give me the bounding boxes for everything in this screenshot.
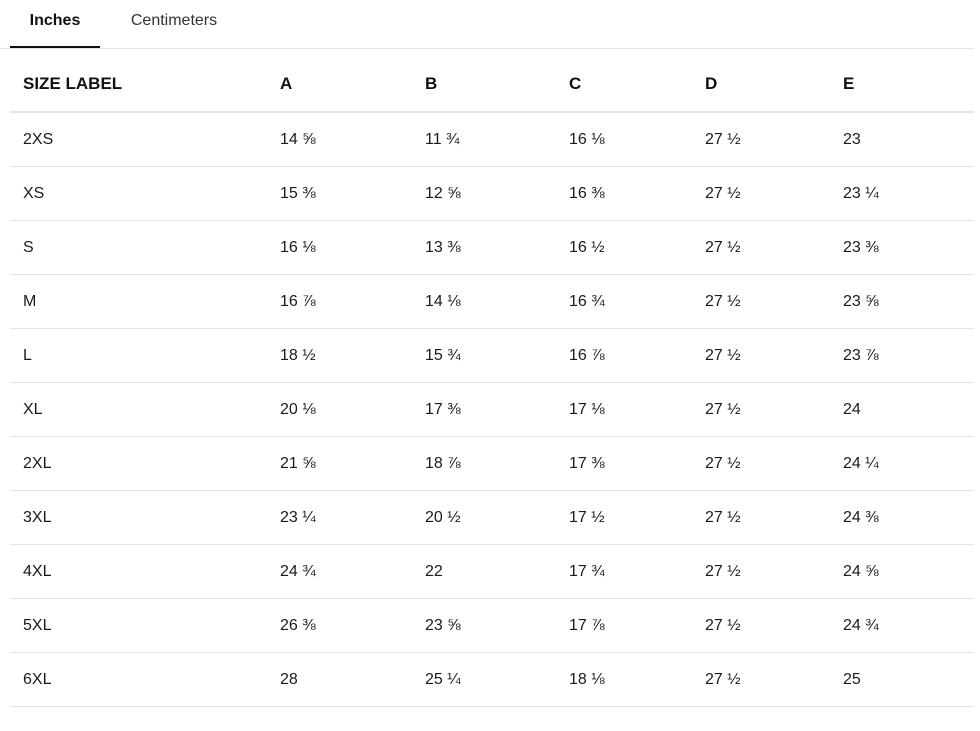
measurement-a-cell: 21 ⅝ (267, 436, 412, 491)
measurement-d-cell: 27 ½ (692, 220, 830, 275)
measurement-b-cell: 22 (412, 544, 556, 599)
measurement-b-cell: 23 ⅝ (412, 598, 556, 653)
table-row: 6XL 28 25 ¼ 18 ⅛ 27 ½ 25 (10, 652, 974, 707)
table-row: 5XL 26 ⅜ 23 ⅝ 17 ⅞ 27 ½ 24 ¾ (10, 598, 974, 653)
table-row: XS 15 ⅜ 12 ⅝ 16 ⅜ 27 ½ 23 ¼ (10, 166, 974, 221)
measurement-b-cell: 25 ¼ (412, 652, 556, 707)
measurement-b-cell: 18 ⅞ (412, 436, 556, 491)
table-row: L 18 ½ 15 ¾ 16 ⅞ 27 ½ 23 ⅞ (10, 328, 974, 383)
measurement-c-cell: 16 ⅜ (556, 166, 692, 221)
measurement-c-cell: 16 ⅞ (556, 328, 692, 383)
measurement-c-cell: 16 ¾ (556, 274, 692, 329)
header-c: C (556, 57, 692, 113)
header-a: A (267, 57, 412, 113)
measurement-d-cell: 27 ½ (692, 544, 830, 599)
measurement-e-cell: 24 ⅝ (830, 544, 974, 599)
measurement-e-cell: 23 (830, 112, 974, 167)
size-label-cell: 2XL (10, 436, 267, 491)
tab-centimeters[interactable]: Centimeters (130, 12, 218, 29)
tab-inches[interactable]: Inches (10, 0, 100, 48)
measurement-a-cell: 26 ⅜ (267, 598, 412, 653)
measurement-e-cell: 24 (830, 382, 974, 437)
measurement-d-cell: 27 ½ (692, 490, 830, 545)
measurement-b-cell: 14 ⅛ (412, 274, 556, 329)
measurement-b-cell: 15 ¾ (412, 328, 556, 383)
measurement-a-cell: 15 ⅜ (267, 166, 412, 221)
measurement-c-cell: 17 ½ (556, 490, 692, 545)
size-label-cell: 5XL (10, 598, 267, 653)
size-label-cell: 6XL (10, 652, 267, 707)
header-e: E (830, 57, 974, 113)
measurement-a-cell: 20 ⅛ (267, 382, 412, 437)
measurement-d-cell: 27 ½ (692, 598, 830, 653)
measurement-e-cell: 25 (830, 652, 974, 707)
measurement-c-cell: 17 ⅜ (556, 436, 692, 491)
table-row: 4XL 24 ¾ 22 17 ¾ 27 ½ 24 ⅝ (10, 544, 974, 599)
size-label-cell: XL (10, 382, 267, 437)
table-row: XL 20 ⅛ 17 ⅜ 17 ⅛ 27 ½ 24 (10, 382, 974, 437)
header-b: B (412, 57, 556, 113)
measurement-d-cell: 27 ½ (692, 112, 830, 167)
size-label-cell: XS (10, 166, 267, 221)
table-row: M 16 ⅞ 14 ⅛ 16 ¾ 27 ½ 23 ⅝ (10, 274, 974, 329)
header-size-label: SIZE LABEL (10, 57, 267, 113)
measurement-a-cell: 28 (267, 652, 412, 707)
measurement-a-cell: 14 ⅝ (267, 112, 412, 167)
measurement-d-cell: 27 ½ (692, 436, 830, 491)
size-label-cell: S (10, 220, 267, 275)
size-label-cell: 2XS (10, 112, 267, 167)
measurement-c-cell: 17 ⅛ (556, 382, 692, 437)
measurement-d-cell: 27 ½ (692, 382, 830, 437)
unit-tabs: Inches Centimeters (0, 0, 974, 49)
measurement-b-cell: 13 ⅜ (412, 220, 556, 275)
measurement-d-cell: 27 ½ (692, 274, 830, 329)
measurement-d-cell: 27 ½ (692, 652, 830, 707)
measurement-c-cell: 18 ⅛ (556, 652, 692, 707)
measurement-d-cell: 27 ½ (692, 328, 830, 383)
measurement-d-cell: 27 ½ (692, 166, 830, 221)
measurement-c-cell: 16 ½ (556, 220, 692, 275)
measurement-a-cell: 16 ⅞ (267, 274, 412, 329)
measurement-c-cell: 16 ⅛ (556, 112, 692, 167)
measurement-e-cell: 23 ¼ (830, 166, 974, 221)
measurement-a-cell: 18 ½ (267, 328, 412, 383)
header-d: D (692, 57, 830, 113)
measurement-e-cell: 23 ⅜ (830, 220, 974, 275)
measurement-c-cell: 17 ⅞ (556, 598, 692, 653)
measurement-b-cell: 11 ¾ (412, 112, 556, 167)
measurement-e-cell: 23 ⅝ (830, 274, 974, 329)
size-label-cell: 3XL (10, 490, 267, 545)
measurement-b-cell: 17 ⅜ (412, 382, 556, 437)
measurement-e-cell: 24 ⅜ (830, 490, 974, 545)
table-header-row: SIZE LABEL A B C D E (10, 57, 974, 113)
table-row: S 16 ⅛ 13 ⅜ 16 ½ 27 ½ 23 ⅜ (10, 220, 974, 275)
measurement-e-cell: 24 ¼ (830, 436, 974, 491)
table-row: 2XS 14 ⅝ 11 ¾ 16 ⅛ 27 ½ 23 (10, 112, 974, 167)
size-label-cell: M (10, 274, 267, 329)
measurement-b-cell: 12 ⅝ (412, 166, 556, 221)
measurement-e-cell: 24 ¾ (830, 598, 974, 653)
measurement-c-cell: 17 ¾ (556, 544, 692, 599)
measurement-a-cell: 23 ¼ (267, 490, 412, 545)
table-row: 2XL 21 ⅝ 18 ⅞ 17 ⅜ 27 ½ 24 ¼ (10, 436, 974, 491)
measurement-e-cell: 23 ⅞ (830, 328, 974, 383)
measurement-a-cell: 16 ⅛ (267, 220, 412, 275)
measurement-b-cell: 20 ½ (412, 490, 556, 545)
table-row: 3XL 23 ¼ 20 ½ 17 ½ 27 ½ 24 ⅜ (10, 490, 974, 545)
measurement-a-cell: 24 ¾ (267, 544, 412, 599)
size-label-cell: L (10, 328, 267, 383)
size-label-cell: 4XL (10, 544, 267, 599)
size-chart-table: SIZE LABEL A B C D E 2XS 14 ⅝ 11 ¾ 16 ⅛ … (10, 57, 974, 707)
